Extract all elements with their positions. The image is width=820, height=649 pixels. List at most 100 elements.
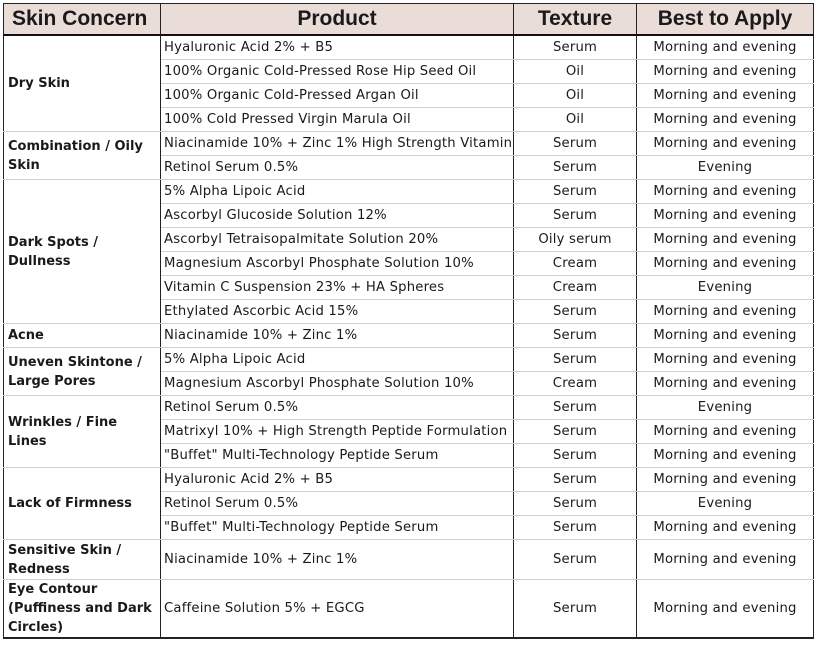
- table-row: Matrixyl 10% + High Strength Peptide For…: [4, 419, 814, 444]
- texture-cell: Cream: [513, 251, 637, 276]
- skin-concern-cell: Wrinkles / Fine Lines: [3, 395, 161, 468]
- header-best-to-apply: Best to Apply: [636, 3, 814, 36]
- product-cell: "Buffet" Multi-Technology Peptide Serum: [160, 515, 514, 540]
- product-cell: Retinol Serum 0.5%: [160, 491, 514, 516]
- texture-cell: Serum: [513, 539, 637, 580]
- table-row: Sensitive Skin / Redness Niacinamide 10% …: [3, 539, 814, 580]
- product-cell: Matrixyl 10% + High Strength Peptide For…: [160, 419, 514, 444]
- texture-cell: Serum: [513, 203, 637, 228]
- table-row: Retinol Serum 0.5% Serum Evening: [4, 155, 814, 180]
- product-cell: Caffeine Solution 5% + EGCG: [160, 579, 514, 639]
- best-to-apply-cell: Morning and evening: [636, 179, 814, 204]
- table-row: Eye Contour (Puffiness and Dark Circles)…: [3, 579, 814, 639]
- product-cell: Vitamin C Suspension 23% + HA Spheres: [160, 275, 514, 300]
- table-row: Dark Spots / Dullness 5% Alpha Lipoic Aci…: [3, 179, 814, 324]
- texture-cell: Oil: [513, 59, 637, 84]
- skin-concern-cell: Combination / Oily Skin: [3, 131, 161, 180]
- best-to-apply-cell: Morning and evening: [636, 371, 814, 396]
- table-row: 100% Cold Pressed Virgin Marula Oil Oil Mo…: [4, 107, 814, 132]
- best-to-apply-cell: Morning and evening: [636, 515, 814, 540]
- product-cell: 100% Organic Cold-Pressed Argan Oil: [160, 83, 514, 108]
- best-to-apply-cell: Evening: [636, 155, 814, 180]
- table-row: Vitamin C Suspension 23% + HA Spheres Cre…: [4, 275, 814, 300]
- best-to-apply-cell: Morning and evening: [636, 579, 814, 639]
- best-to-apply-cell: Evening: [636, 491, 814, 516]
- table-row: Lack of Firmness Hyaluronic Acid 2% + B5 S…: [3, 467, 814, 540]
- skin-concern-cell: Acne: [3, 323, 161, 348]
- product-cell: Niacinamide 10% + Zinc 1% High Strength …: [160, 131, 514, 156]
- table-body: Dry Skin Hyaluronic Acid 2% + B5 Serum Morn…: [3, 34, 814, 639]
- texture-cell: Serum: [513, 395, 637, 420]
- table-row: Wrinkles / Fine Lines Retinol Serum 0.5% S…: [3, 395, 814, 468]
- best-to-apply-cell: Morning and evening: [636, 34, 814, 60]
- texture-cell: Serum: [513, 155, 637, 180]
- table-row: Magnesium Ascorbyl Phosphate Solution 10…: [4, 371, 814, 396]
- skin-concern-cell: Eye Contour (Puffiness and Dark Circles): [3, 579, 161, 639]
- product-cell: Retinol Serum 0.5%: [160, 155, 514, 180]
- skin-concern-cell: Dark Spots / Dullness: [3, 179, 161, 324]
- table-row: Magnesium Ascorbyl Phosphate Solution 10…: [4, 251, 814, 276]
- header-texture: Texture: [513, 3, 637, 36]
- product-cell: "Buffet" Multi-Technology Peptide Serum: [160, 443, 514, 468]
- table-row: Ascorbyl Glucoside Solution 12% Serum Morn…: [4, 203, 814, 228]
- table-row: Acne Niacinamide 10% + Zinc 1% Serum Mornin…: [3, 323, 814, 348]
- best-to-apply-cell: Morning and evening: [636, 227, 814, 252]
- table-row: Ascorbyl Tetraisopalmitate Solution 20% O…: [4, 227, 814, 252]
- product-cell: Ascorbyl Glucoside Solution 12%: [160, 203, 514, 228]
- product-cell: Ethylated Ascorbic Acid 15%: [160, 299, 514, 324]
- product-cell: 100% Organic Cold-Pressed Rose Hip Seed …: [160, 59, 514, 84]
- skin-concern-cell: Sensitive Skin / Redness: [3, 539, 161, 580]
- best-to-apply-cell: Morning and evening: [636, 419, 814, 444]
- best-to-apply-cell: Evening: [636, 275, 814, 300]
- texture-cell: Serum: [513, 131, 637, 156]
- skin-concern-table: Skin Concern Product Texture Best to App…: [3, 3, 814, 639]
- table-row: Combination / Oily Skin Niacinamide 10% +…: [3, 131, 814, 180]
- texture-cell: Oil: [513, 83, 637, 108]
- best-to-apply-cell: Morning and evening: [636, 131, 814, 156]
- texture-cell: Serum: [513, 34, 637, 60]
- table-row: 100% Organic Cold-Pressed Rose Hip Seed …: [4, 59, 814, 84]
- product-cell: Niacinamide 10% + Zinc 1%: [160, 539, 514, 580]
- product-cell: Retinol Serum 0.5%: [160, 395, 514, 420]
- best-to-apply-cell: Morning and evening: [636, 299, 814, 324]
- texture-cell: Serum: [513, 579, 637, 639]
- product-cell: 100% Cold Pressed Virgin Marula Oil: [160, 107, 514, 132]
- best-to-apply-cell: Morning and evening: [636, 347, 814, 372]
- product-cell: 5% Alpha Lipoic Acid: [160, 179, 514, 204]
- texture-cell: Serum: [513, 323, 637, 348]
- skin-concern-cell: Dry Skin: [3, 34, 161, 132]
- texture-cell: Serum: [513, 491, 637, 516]
- product-cell: Magnesium Ascorbyl Phosphate Solution 10…: [160, 371, 514, 396]
- table-row: Ethylated Ascorbic Acid 15% Serum Morning …: [4, 299, 814, 324]
- texture-cell: Serum: [513, 179, 637, 204]
- best-to-apply-cell: Morning and evening: [636, 467, 814, 492]
- header-skin-concern: Skin Concern: [3, 3, 161, 36]
- texture-cell: Serum: [513, 347, 637, 372]
- product-cell: Hyaluronic Acid 2% + B5: [160, 34, 514, 60]
- skin-concern-cell: Lack of Firmness: [3, 467, 161, 540]
- best-to-apply-cell: Morning and evening: [636, 107, 814, 132]
- header-product: Product: [160, 3, 514, 36]
- texture-cell: Oil: [513, 107, 637, 132]
- product-cell: Niacinamide 10% + Zinc 1%: [160, 323, 514, 348]
- table-row: 100% Organic Cold-Pressed Argan Oil Oil Mo…: [4, 83, 814, 108]
- product-cell: Ascorbyl Tetraisopalmitate Solution 20%: [160, 227, 514, 252]
- skin-concern-cell: Uneven Skintone / Large Pores: [3, 347, 161, 396]
- best-to-apply-cell: Morning and evening: [636, 83, 814, 108]
- best-to-apply-cell: Morning and evening: [636, 323, 814, 348]
- best-to-apply-cell: Morning and evening: [636, 443, 814, 468]
- texture-cell: Serum: [513, 515, 637, 540]
- texture-cell: Oily serum: [513, 227, 637, 252]
- product-cell: Magnesium Ascorbyl Phosphate Solution 10…: [160, 251, 514, 276]
- product-cell: Hyaluronic Acid 2% + B5: [160, 467, 514, 492]
- best-to-apply-cell: Morning and evening: [636, 539, 814, 580]
- table-row: Dry Skin Hyaluronic Acid 2% + B5 Serum Morn…: [3, 34, 814, 132]
- header-row: Skin Concern Product Texture Best to App…: [3, 3, 814, 36]
- best-to-apply-cell: Morning and evening: [636, 203, 814, 228]
- product-cell: 5% Alpha Lipoic Acid: [160, 347, 514, 372]
- best-to-apply-cell: Morning and evening: [636, 251, 814, 276]
- texture-cell: Serum: [513, 299, 637, 324]
- table-row: Uneven Skintone / Large Pores 5% Alpha Li…: [3, 347, 814, 396]
- best-to-apply-cell: Evening: [636, 395, 814, 420]
